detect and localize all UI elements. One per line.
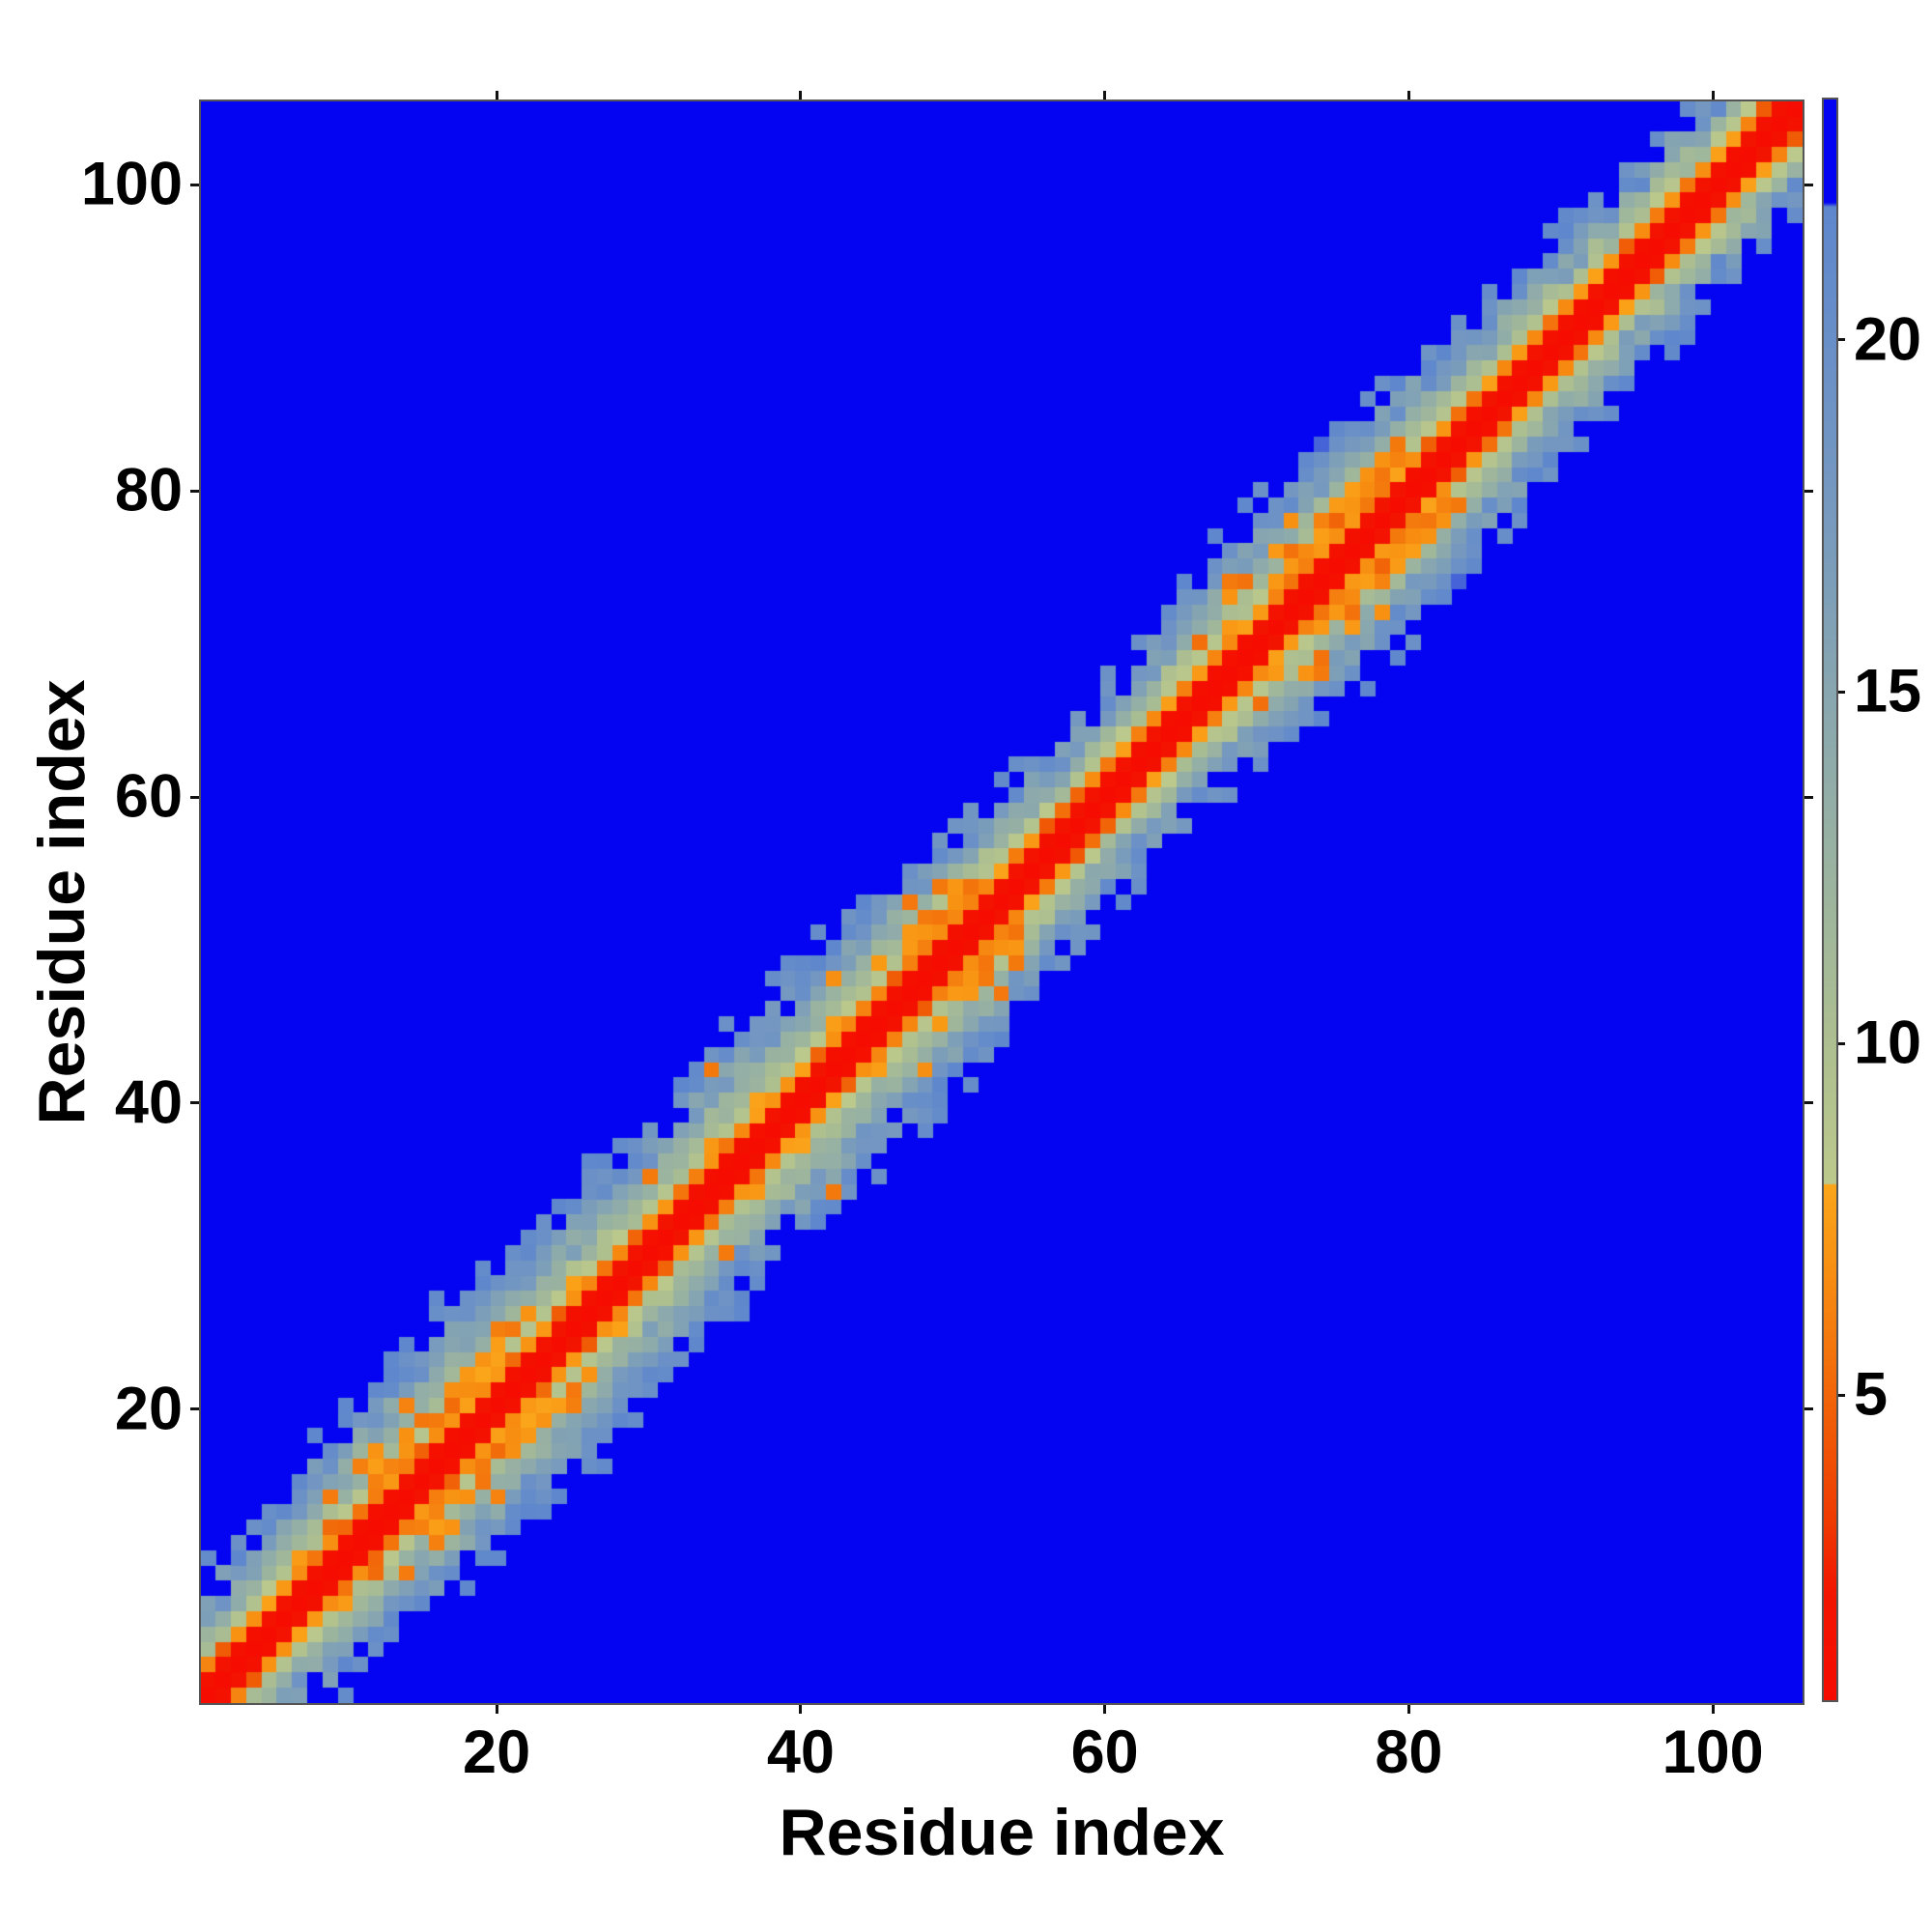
y-tick-label-20: 20	[114, 1375, 183, 1443]
x-tick-60	[1103, 1705, 1107, 1714]
colorbar-tick-label-10: 10	[1854, 1009, 1922, 1077]
y-tick-right-60	[1804, 795, 1813, 799]
plot-frame	[199, 99, 1804, 1705]
x-axis-label: Residue index	[779, 1796, 1225, 1869]
y-tick-20	[190, 1407, 199, 1411]
x-tick-80	[1406, 1705, 1410, 1714]
x-tick-label-60: 60	[1070, 1719, 1139, 1786]
x-tick-top-100	[1711, 91, 1715, 99]
x-tick-label-100: 100	[1662, 1719, 1764, 1786]
y-tick-right-100	[1804, 183, 1813, 186]
x-tick-top-40	[799, 91, 803, 99]
y-tick-label-80: 80	[114, 456, 183, 525]
x-tick-label-80: 80	[1375, 1719, 1443, 1786]
y-tick-label-60: 60	[114, 762, 183, 831]
y-tick-80	[190, 489, 199, 493]
colorbar-tick-5	[1838, 1393, 1845, 1397]
y-axis-label: Residue index	[25, 679, 99, 1125]
x-tick-top-80	[1406, 91, 1410, 99]
y-tick-right-40	[1804, 1101, 1813, 1105]
y-tick-60	[190, 795, 199, 799]
x-tick-100	[1711, 1705, 1715, 1714]
x-tick-40	[799, 1705, 803, 1714]
y-tick-40	[190, 1101, 199, 1105]
y-tick-right-20	[1804, 1407, 1813, 1411]
y-tick-label-100: 100	[80, 150, 183, 218]
colorbar-tick-10	[1838, 1041, 1845, 1045]
colorbar-tick-label-15: 15	[1854, 657, 1922, 725]
x-tick-label-20: 20	[463, 1719, 531, 1786]
colorbar-tick-20	[1838, 338, 1845, 342]
colorbar-tick-label-5: 5	[1854, 1360, 1889, 1429]
x-tick-20	[495, 1705, 498, 1714]
y-tick-label-40: 40	[114, 1068, 183, 1137]
colorbar-canvas	[1824, 99, 1836, 1700]
x-tick-label-40: 40	[766, 1719, 835, 1786]
y-tick-100	[190, 183, 199, 186]
colorbar-frame	[1822, 98, 1838, 1702]
x-tick-top-60	[1103, 91, 1107, 99]
x-tick-top-20	[495, 91, 498, 99]
colorbar-tick-label-20: 20	[1854, 305, 1922, 374]
y-tick-right-80	[1804, 489, 1813, 493]
colorbar-tick-15	[1838, 690, 1845, 694]
heatmap-canvas	[201, 101, 1803, 1703]
